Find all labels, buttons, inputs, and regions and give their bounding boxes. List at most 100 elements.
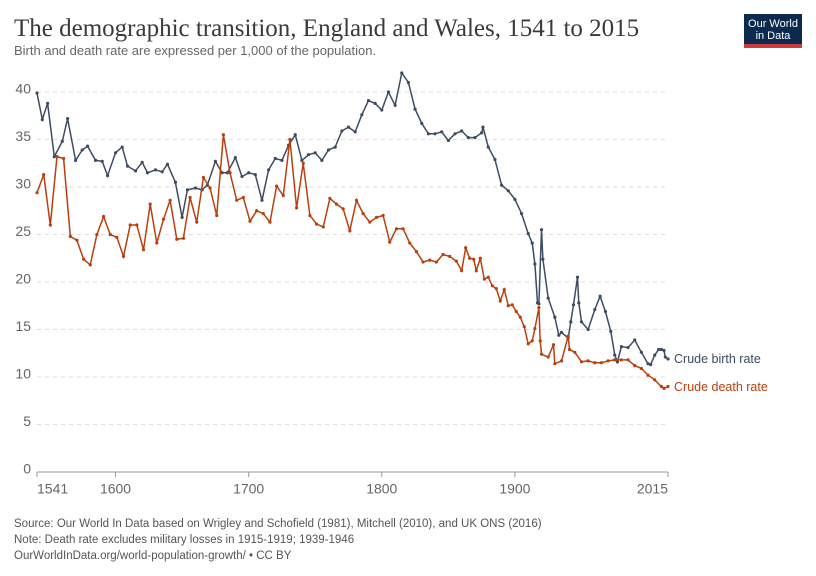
data-point: [35, 91, 39, 95]
data-point: [498, 299, 502, 303]
data-point: [478, 256, 482, 260]
data-point: [434, 260, 438, 264]
data-point: [633, 364, 637, 368]
data-point: [490, 284, 494, 288]
data-point: [165, 162, 170, 166]
data-point: [551, 343, 556, 347]
data-point: [593, 361, 597, 365]
data-point: [646, 373, 650, 377]
data-point: [653, 353, 657, 357]
data-point: [414, 250, 418, 254]
x-tick-label: 1900: [499, 481, 530, 497]
data-point: [161, 217, 166, 221]
y-tick-label: 20: [15, 271, 31, 287]
data-point: [586, 359, 590, 363]
data-point: [472, 257, 476, 261]
data-point: [526, 342, 530, 346]
data-point: [141, 248, 146, 252]
data-point: [586, 327, 590, 332]
data-point: [115, 235, 119, 239]
data-point: [188, 195, 192, 200]
data-point: [553, 315, 557, 319]
data-point: [559, 330, 564, 334]
data-point: [413, 107, 417, 111]
data-point: [125, 164, 130, 168]
data-point: [314, 222, 319, 226]
logo[interactable]: Our World in Data: [744, 14, 802, 48]
data-point: [400, 71, 404, 75]
y-tick-label: 0: [23, 461, 31, 477]
data-point: [649, 363, 653, 367]
data-point: [74, 158, 78, 162]
data-point: [168, 198, 172, 202]
data-point: [340, 129, 344, 133]
data-point: [466, 136, 470, 140]
data-point: [499, 183, 504, 187]
y-tick-label: 35: [15, 128, 31, 144]
data-point: [80, 148, 84, 152]
data-point: [273, 156, 277, 161]
data-point: [460, 269, 464, 273]
data-point: [546, 296, 550, 300]
data-point: [506, 304, 510, 308]
data-point: [615, 360, 620, 364]
data-point: [569, 320, 573, 324]
data-point: [533, 262, 537, 266]
data-point: [261, 212, 265, 216]
series-label: Crude death rate: [674, 380, 768, 394]
data-point: [208, 186, 212, 190]
data-point: [626, 345, 630, 350]
chart-title: The demographic transition, England and …: [14, 15, 639, 42]
data-point: [155, 241, 159, 245]
data-point: [100, 159, 104, 163]
data-point: [613, 358, 617, 362]
data-point: [380, 108, 384, 112]
data-point: [537, 306, 541, 310]
data-point: [60, 139, 64, 143]
url[interactable]: OurWorldInData.org/world-population-grow…: [14, 550, 292, 562]
x-tick-label: 1600: [100, 481, 131, 497]
data-point: [573, 350, 577, 354]
data-point: [559, 359, 564, 363]
data-point: [639, 366, 643, 371]
data-point: [448, 254, 452, 258]
data-point: [225, 171, 229, 175]
data-point: [235, 198, 239, 202]
data-point: [662, 348, 666, 352]
data-point: [181, 236, 186, 240]
data-point: [255, 209, 259, 213]
data-point: [609, 329, 613, 333]
data-point: [40, 117, 44, 122]
data-point: [518, 315, 522, 319]
data-point: [326, 148, 331, 152]
data-point: [571, 303, 576, 307]
data-point: [446, 138, 450, 143]
data-point: [140, 160, 144, 164]
data-point: [486, 275, 490, 279]
data-point: [567, 347, 572, 352]
data-point: [353, 130, 357, 134]
data-point: [108, 232, 112, 237]
note: Note: Death rate excludes military losse…: [14, 534, 354, 546]
data-point: [481, 125, 485, 129]
x-tick-label: 2015: [637, 481, 668, 497]
data-point: [195, 220, 199, 224]
data-point: [88, 263, 92, 267]
data-point: [66, 117, 70, 121]
data-point: [510, 303, 514, 307]
data-point: [260, 198, 264, 202]
data-point: [185, 188, 190, 192]
data-point: [474, 269, 478, 273]
data-point: [530, 241, 534, 245]
data-point: [101, 214, 106, 219]
data-point: [294, 206, 299, 210]
data-point: [241, 195, 245, 200]
data-point: [626, 358, 630, 362]
data-point: [453, 132, 457, 136]
data-point: [145, 171, 150, 175]
data-point: [454, 259, 458, 263]
y-tick-label: 30: [15, 176, 31, 192]
data-point: [320, 158, 324, 162]
data-point: [473, 136, 477, 140]
data-point: [619, 358, 624, 362]
